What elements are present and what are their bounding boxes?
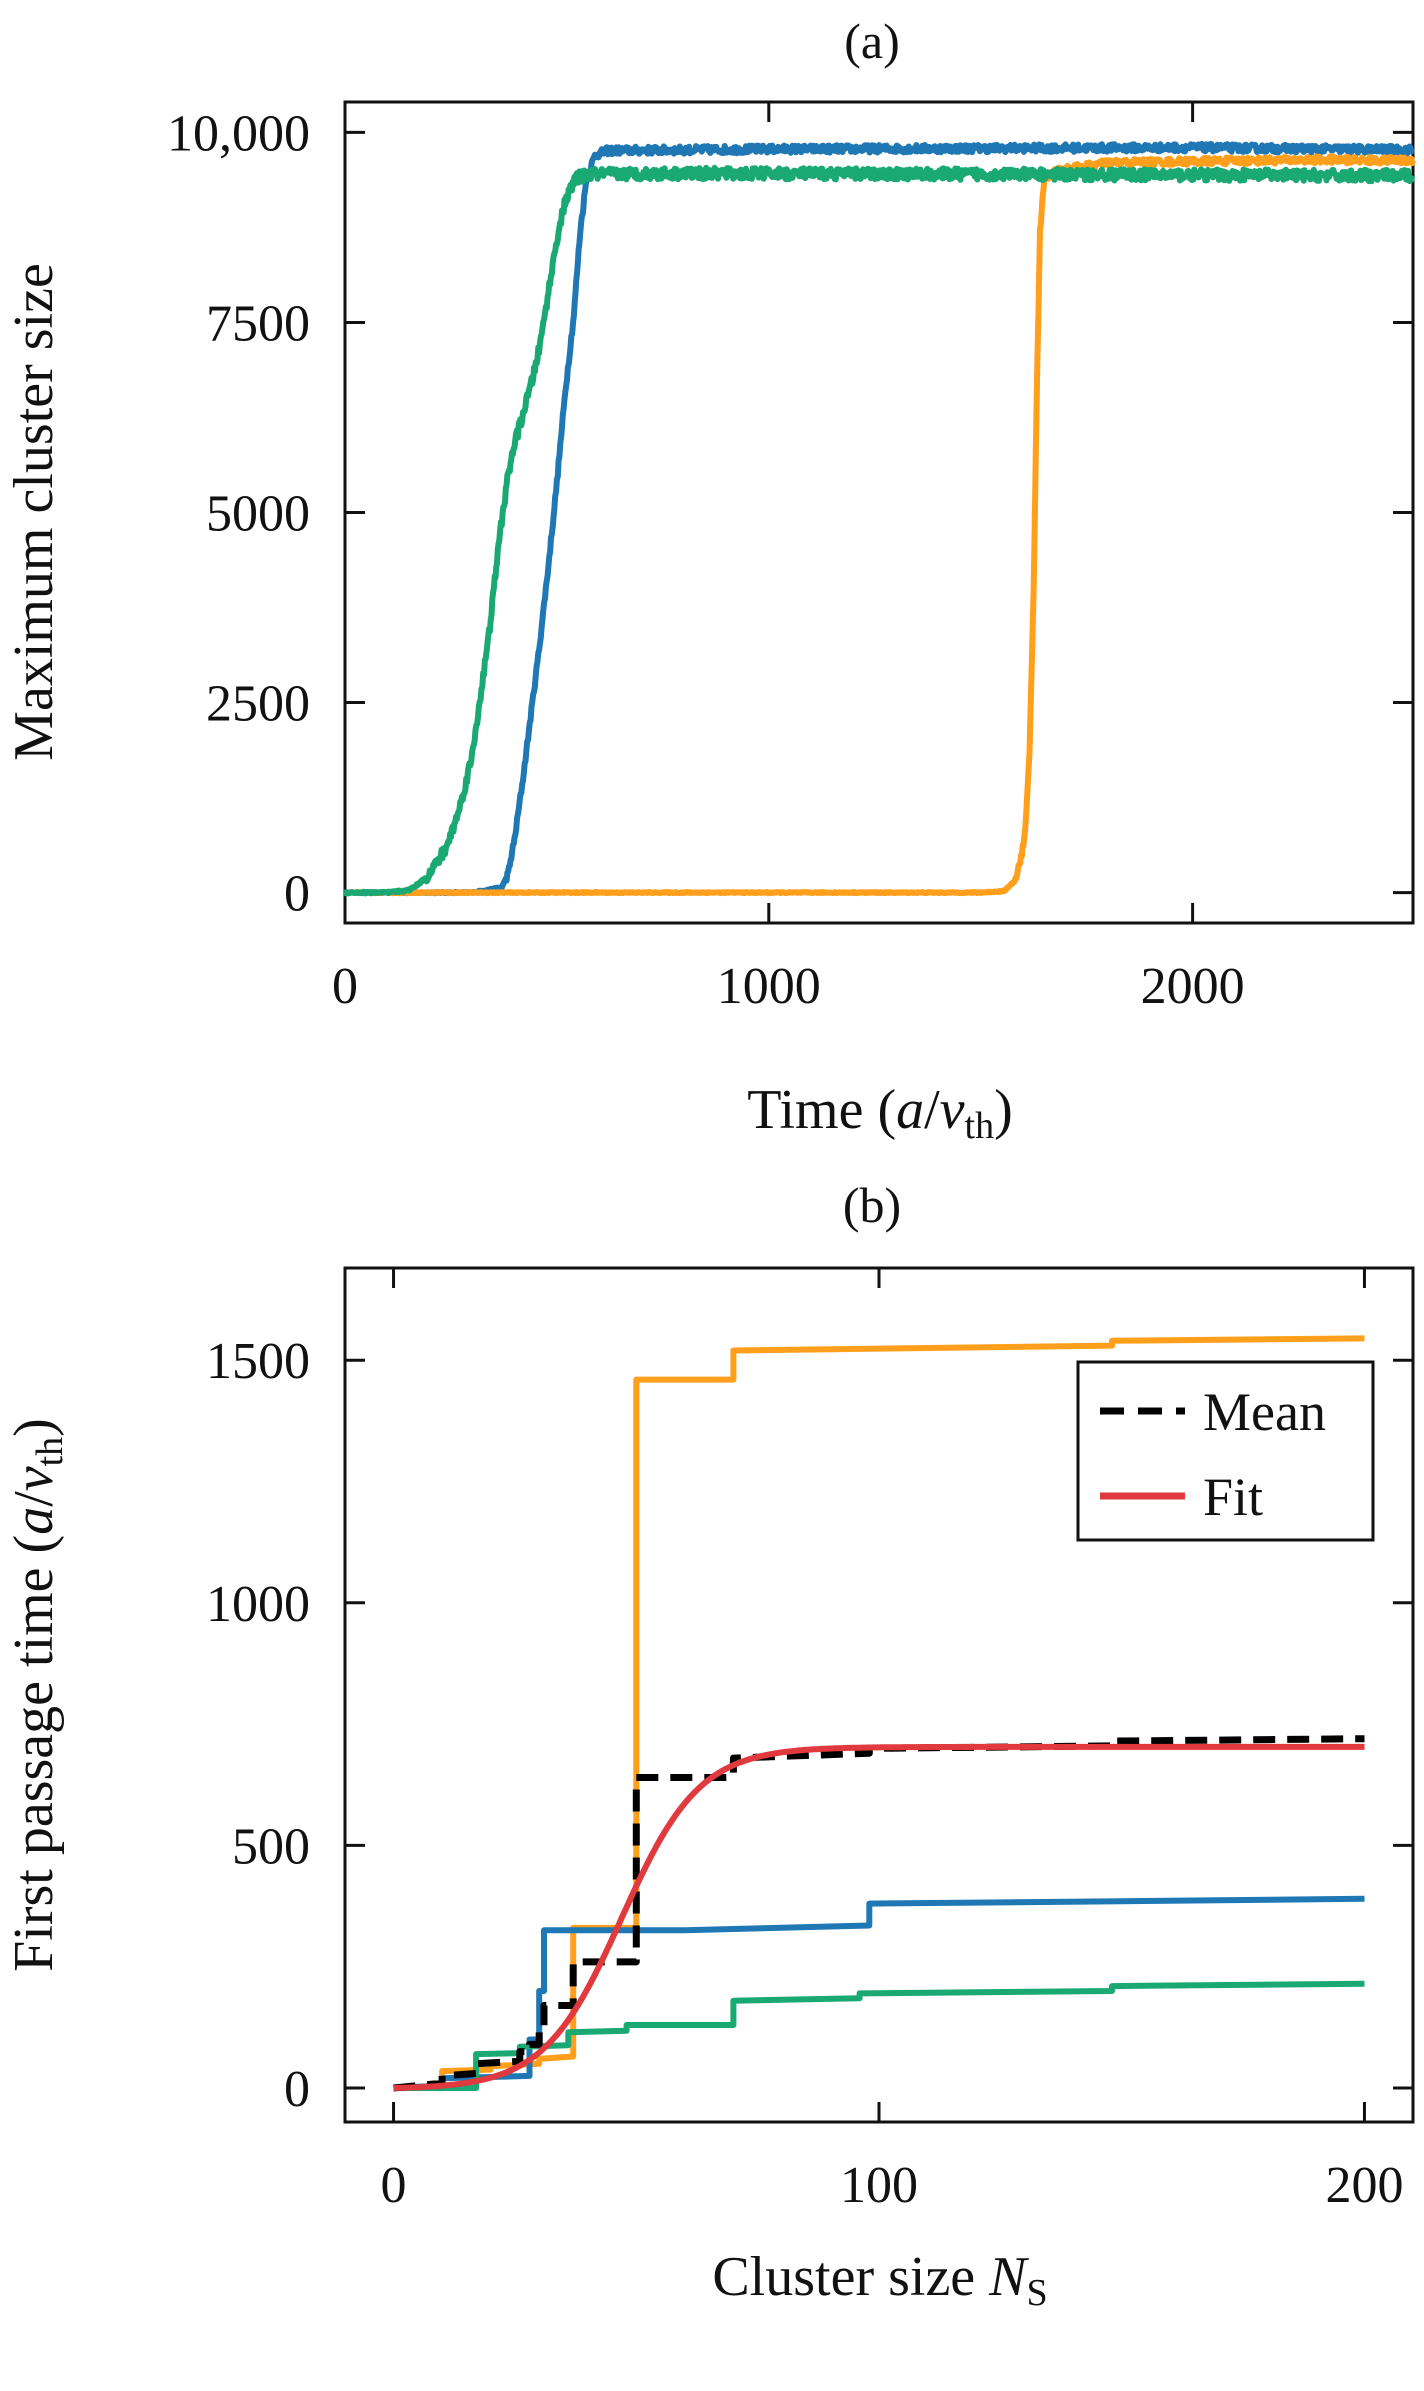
series-line-run-2 [342, 153, 1416, 897]
x-tick-label: 0 [381, 2157, 407, 2214]
legend-fit-label: Fit [1203, 1467, 1263, 1527]
panel-a-series [342, 140, 1416, 897]
legend-mean-label: Mean [1203, 1382, 1326, 1442]
series-line-mean [393, 1735, 1365, 2092]
x-tick-label: 1000 [717, 958, 821, 1015]
panel-b-legend: Mean Fit [1076, 1360, 1375, 1542]
panel-a: (a) 0 1000 2000 0 2500 5000 7500 10,000 Maximum… [3, 13, 1416, 1147]
panel-a-ylabel: Maximum cluster size [3, 263, 65, 761]
x-tick-label: 200 [1325, 2157, 1403, 2214]
panel-b: (b) 0 100 200 0 500 1000 1500 Mean Fit First p… [3, 1177, 1415, 2314]
panel-b-xlabel: Cluster size NS [712, 2246, 1047, 2314]
y-tick-label: 2500 [206, 676, 310, 733]
panel-b-series [393, 1335, 1365, 2092]
panel-b-title: (b) [843, 1177, 901, 1233]
series-line-run-1 [342, 140, 1416, 897]
panel-b-ticks: 0 100 200 0 500 1000 1500 [206, 1268, 1413, 2214]
panel-a-xlabel: Time (a/vth) [747, 1079, 1013, 1147]
series-line-run-1 [393, 1335, 1365, 2091]
panel-b-ylabel: First passage time (a/vth) [3, 1418, 71, 1972]
x-tick-label: 0 [332, 958, 358, 1015]
series-line-run-3 [342, 164, 1416, 897]
y-tick-label: 1000 [206, 1576, 310, 1633]
x-tick-label: 2000 [1141, 958, 1245, 1015]
panel-a-title: (a) [844, 13, 900, 69]
y-tick-label: 0 [284, 2061, 310, 2118]
y-tick-label: 0 [284, 866, 310, 923]
y-tick-label: 5000 [206, 486, 310, 543]
series-line-run-3 [393, 1980, 1365, 2091]
panel-a-ticks: 0 1000 2000 0 2500 5000 7500 10,000 [167, 102, 1413, 1015]
y-tick-label: 1500 [206, 1333, 310, 1390]
y-tick-label: 10,000 [167, 105, 310, 162]
legend-box [1076, 1360, 1375, 1542]
y-tick-label: 7500 [206, 295, 310, 352]
x-tick-label: 100 [840, 2157, 918, 2214]
series-line-fit [393, 1743, 1365, 2091]
y-tick-label: 500 [232, 1818, 310, 1875]
